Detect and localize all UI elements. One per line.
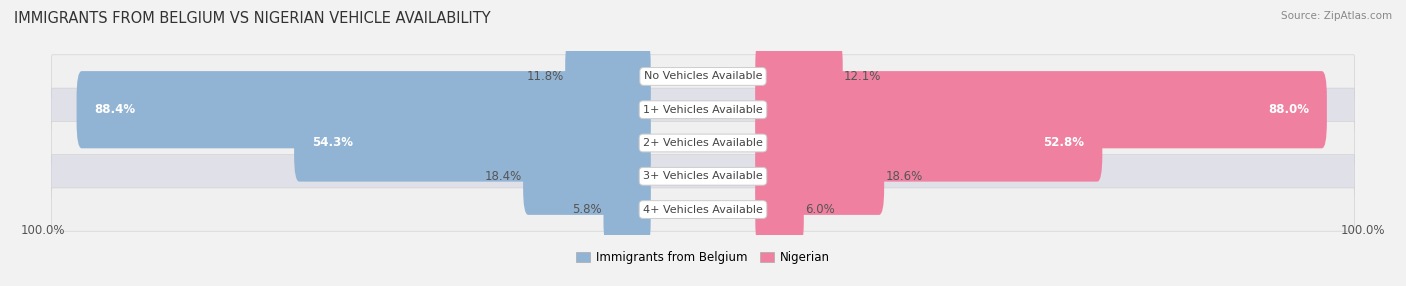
FancyBboxPatch shape [523,138,651,215]
FancyBboxPatch shape [755,104,1102,182]
Legend: Immigrants from Belgium, Nigerian: Immigrants from Belgium, Nigerian [572,247,834,269]
Text: 1+ Vehicles Available: 1+ Vehicles Available [643,105,763,115]
Text: 6.0%: 6.0% [806,203,835,216]
Text: 3+ Vehicles Available: 3+ Vehicles Available [643,171,763,181]
FancyBboxPatch shape [294,104,651,182]
Text: 52.8%: 52.8% [1043,136,1084,150]
FancyBboxPatch shape [52,155,1354,198]
FancyBboxPatch shape [755,38,842,115]
Text: 100.0%: 100.0% [21,224,65,237]
FancyBboxPatch shape [52,121,1354,165]
FancyBboxPatch shape [755,71,1327,148]
FancyBboxPatch shape [76,71,651,148]
Text: 18.6%: 18.6% [886,170,922,183]
Text: 12.1%: 12.1% [844,70,882,83]
Text: 5.8%: 5.8% [572,203,602,216]
FancyBboxPatch shape [755,138,884,215]
Text: 11.8%: 11.8% [527,70,564,83]
Text: 18.4%: 18.4% [485,170,522,183]
FancyBboxPatch shape [565,38,651,115]
Text: No Vehicles Available: No Vehicles Available [644,72,762,82]
FancyBboxPatch shape [52,55,1354,98]
Text: IMMIGRANTS FROM BELGIUM VS NIGERIAN VEHICLE AVAILABILITY: IMMIGRANTS FROM BELGIUM VS NIGERIAN VEHI… [14,11,491,26]
Text: 54.3%: 54.3% [312,136,353,150]
Text: 88.0%: 88.0% [1268,103,1309,116]
FancyBboxPatch shape [52,88,1354,131]
Text: 100.0%: 100.0% [1341,224,1385,237]
FancyBboxPatch shape [52,188,1354,231]
Text: Source: ZipAtlas.com: Source: ZipAtlas.com [1281,11,1392,21]
Text: 2+ Vehicles Available: 2+ Vehicles Available [643,138,763,148]
Text: 88.4%: 88.4% [94,103,135,116]
Text: 4+ Vehicles Available: 4+ Vehicles Available [643,204,763,214]
FancyBboxPatch shape [755,171,804,248]
FancyBboxPatch shape [603,171,651,248]
